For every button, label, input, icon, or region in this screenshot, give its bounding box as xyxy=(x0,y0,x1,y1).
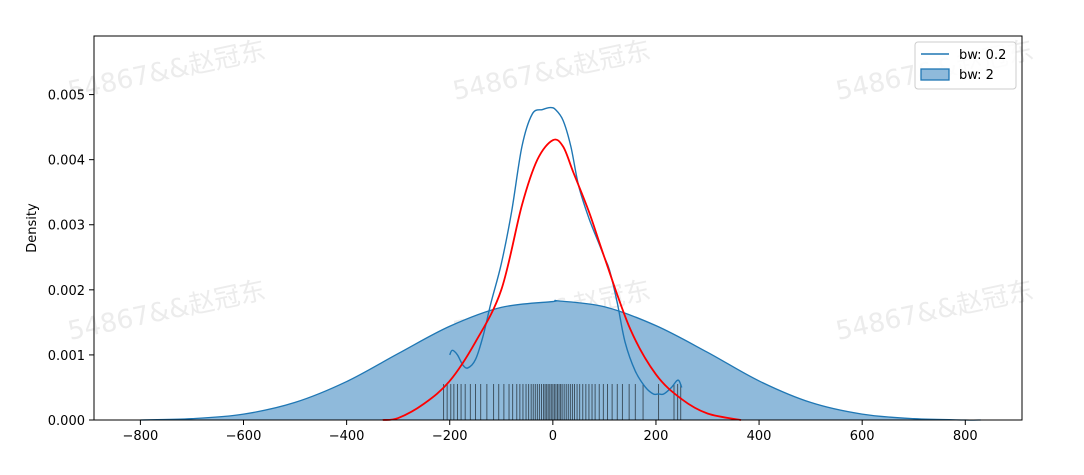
x-tick-label: 0 xyxy=(549,429,557,444)
legend-swatch-bw-2 xyxy=(920,68,950,81)
x-tick-label: 600 xyxy=(850,429,875,444)
x-tick-label: 800 xyxy=(953,429,978,444)
line-series-layer xyxy=(382,106,742,421)
y-tick-label: 0.003 xyxy=(48,219,85,234)
y-tick-label: 0.001 xyxy=(48,349,85,364)
y-tick-label: 0.004 xyxy=(48,154,85,169)
watermark-text: 54867&&赵冠东 xyxy=(65,36,268,107)
watermark-text: 54867&&赵冠东 xyxy=(450,36,653,107)
y-axis: 0.000 0.001 0.002 0.003 0.004 0.005 xyxy=(48,89,94,429)
legend-label-bw-2: bw: 2 xyxy=(959,68,994,83)
legend-label-bw-0-2: bw: 0.2 xyxy=(959,48,1006,63)
series-bw-2-outline xyxy=(140,299,981,421)
y-tick-label: 0.000 xyxy=(48,414,85,429)
y-axis-label: Density xyxy=(25,203,40,253)
y-tick-label: 0.005 xyxy=(48,89,85,104)
filled-series-layer xyxy=(140,299,981,421)
rug-layer xyxy=(443,384,682,420)
y-tick-label: 0.002 xyxy=(48,284,85,299)
series-red-line xyxy=(382,138,742,421)
watermark-layer: 54867&&赵冠东 54867&&赵冠东 54867&&赵冠东 54867&&赵冠东… xyxy=(65,36,1036,347)
x-tick-label: −200 xyxy=(432,429,468,444)
series-bw-0-2-line xyxy=(449,106,683,396)
watermark-text: 54867&&赵冠东 xyxy=(833,276,1036,347)
x-tick-label: −400 xyxy=(329,429,365,444)
x-tick-label: −600 xyxy=(226,429,262,444)
legend: bw: 0.2 bw: 2 xyxy=(914,41,1017,90)
series-bw-2-area xyxy=(140,300,981,421)
axes-frame xyxy=(93,35,1023,421)
x-tick-label: 200 xyxy=(644,429,669,444)
x-tick-label: 400 xyxy=(747,429,772,444)
x-axis: −800 −600 −400 −200 0 200 400 600 800 xyxy=(123,420,978,444)
x-tick-label: −800 xyxy=(123,429,159,444)
watermark-text: 54867&&赵冠东 xyxy=(65,276,268,347)
